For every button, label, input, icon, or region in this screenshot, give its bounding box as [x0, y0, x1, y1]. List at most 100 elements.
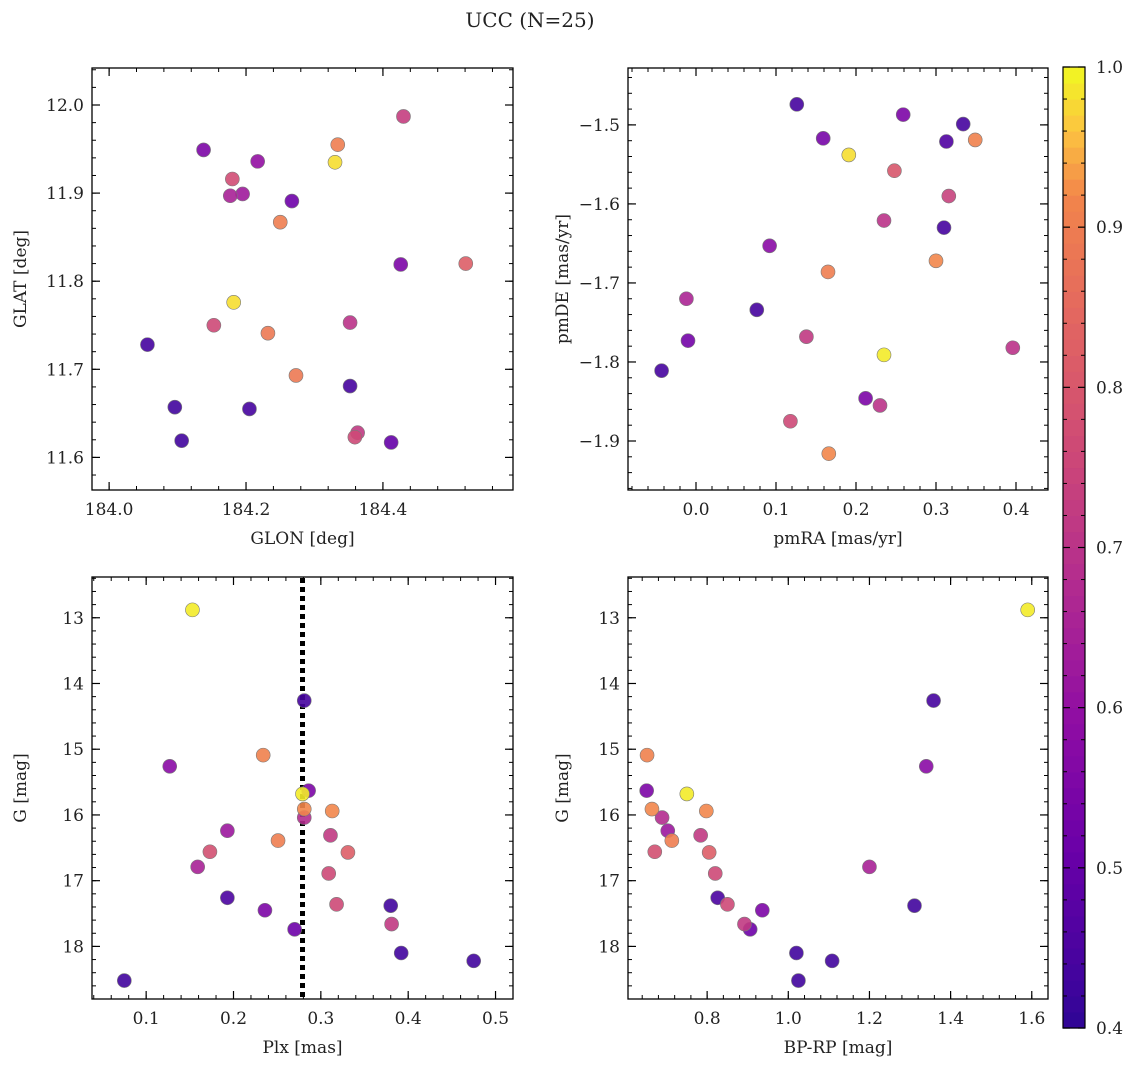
y-tick-label: 13: [62, 609, 84, 629]
axis-ticks: 0.0 0.1 0.2 0.3 0.4 −1.5 −1.6 −1.7 −1.8 −1.9: [579, 68, 1049, 520]
colorbar-segment: [1063, 531, 1085, 549]
scatter-point: [190, 859, 205, 875]
scatter-point: [755, 902, 770, 918]
colorbar-segment: [1063, 931, 1085, 949]
scatter-point: [654, 810, 670, 825]
x-tick-label: 0.1: [133, 1009, 160, 1029]
axis-ticks: 184.0 184.2 184.4 11.6 11.7 11.8 11.9 12.0: [46, 68, 513, 520]
colorbar-segment: [1063, 67, 1085, 84]
colorbar-segment: [1063, 947, 1085, 965]
x-tick-label: 1.4: [937, 1009, 964, 1029]
x-tick-label: 0.2: [220, 1009, 247, 1029]
colorbar-segment: [1063, 147, 1085, 164]
y-tick-label: −1.7: [579, 274, 620, 294]
scatter-point: [260, 325, 276, 341]
scatter-point: [824, 953, 840, 969]
scatter-point: [255, 747, 271, 763]
colorbar-segment: [1063, 563, 1085, 581]
colorbar-segment: [1063, 83, 1085, 100]
scatter-point: [287, 922, 302, 937]
colorbar-segment: [1063, 803, 1085, 821]
colorbar-segment: [1063, 467, 1085, 485]
scatter-point: [876, 213, 892, 228]
colorbar-segment: [1063, 867, 1085, 885]
scatter-point: [967, 132, 983, 148]
scatter-point: [167, 399, 183, 415]
y-tick-label: 15: [62, 740, 84, 760]
colorbar-tick-label: 0.4: [1096, 1019, 1123, 1039]
scatter-point: [789, 97, 805, 112]
colorbar-segment: [1063, 371, 1085, 388]
axis-ticks: 0.1 0.2 0.3 0.4 0.5 13 14 15 16 17 18: [62, 577, 514, 1029]
scatter-point: [789, 945, 804, 961]
scatter-point: [393, 257, 409, 272]
y-tick-label: 17: [62, 872, 84, 892]
scatter-point: [693, 828, 708, 843]
scatter-point: [762, 238, 777, 254]
figure-title: UCC (N=25): [465, 8, 594, 32]
colorbar-segment: [1063, 387, 1085, 404]
colorbar-segment: [1063, 691, 1085, 709]
scatter-point: [295, 786, 310, 802]
scatter-point: [955, 116, 971, 132]
axes-frame: [627, 576, 1049, 1000]
y-tick-label: −1.8: [579, 353, 620, 373]
x-tick-label: 0.3: [922, 500, 949, 520]
y-tick-label: 12.0: [46, 96, 84, 116]
scatter-point: [647, 844, 663, 860]
scatter-point: [939, 134, 954, 149]
scatter-point: [272, 214, 288, 230]
colorbar-tick-label: 0.7: [1096, 539, 1123, 559]
scatter-point: [222, 188, 238, 204]
scatter-point: [140, 337, 155, 352]
scatter-point: [185, 602, 200, 618]
x-tick-label: 1.2: [856, 1009, 883, 1029]
scatter-point: [347, 429, 363, 445]
y-tick-label: 17: [598, 872, 620, 892]
colorbar-segment: [1063, 483, 1085, 501]
colorbar-segment: [1063, 611, 1085, 629]
colorbar-segment: [1063, 307, 1085, 324]
colorbar-segment: [1063, 675, 1085, 693]
x-tick-label: 184.4: [359, 500, 408, 520]
colorbar-segment: [1063, 707, 1085, 725]
scatter-point: [654, 363, 669, 378]
x-tick-label: 0.4: [395, 1009, 422, 1029]
colorbar-segment: [1063, 739, 1085, 757]
colorbar-segment: [1063, 915, 1085, 933]
colorbar-segment: [1063, 515, 1085, 533]
colorbar-segment: [1063, 163, 1085, 180]
scatter-point: [699, 803, 714, 819]
scatter-point: [639, 747, 655, 763]
scatter-point: [639, 783, 654, 798]
colorbar-segment: [1063, 771, 1085, 789]
scatter-point: [321, 866, 337, 881]
colorbar-segment: [1063, 451, 1085, 469]
colorbar-tick-label: 1.0: [1096, 58, 1123, 78]
scatter-point: [383, 898, 399, 913]
colorbar-segment: [1063, 195, 1085, 212]
x-tick-label: 1.0: [775, 1009, 802, 1029]
y-tick-label: 15: [598, 740, 620, 760]
colorbar-segment: [1063, 99, 1085, 116]
scatter-point: [393, 945, 409, 961]
x-tick-label: 1.6: [1018, 1009, 1045, 1029]
colorbar-segment: [1063, 883, 1085, 901]
y-tick-label: 11.7: [46, 360, 84, 380]
x-axis-label: pmRA [mas/yr]: [773, 529, 902, 549]
y-tick-label: 13: [598, 609, 620, 629]
scatter-point: [876, 347, 892, 363]
colorbar-segment: [1063, 659, 1085, 677]
scatter-point: [162, 759, 178, 774]
colorbar-segment: [1063, 179, 1085, 196]
colorbar-segment: [1063, 819, 1085, 837]
y-tick-label: 14: [598, 674, 620, 694]
colorbar-segment: [1063, 851, 1085, 869]
x-axis-label: GLON [deg]: [250, 529, 354, 549]
scatter-point: [296, 801, 312, 817]
scatter-point: [644, 801, 660, 817]
x-tick-label: 184.2: [222, 500, 271, 520]
y-tick-label: −1.9: [579, 432, 620, 452]
scatter-panels: 184.0 184.2 184.4 11.6 11.7 11.8 11.9 12.0 GLON …: [11, 67, 1049, 1058]
